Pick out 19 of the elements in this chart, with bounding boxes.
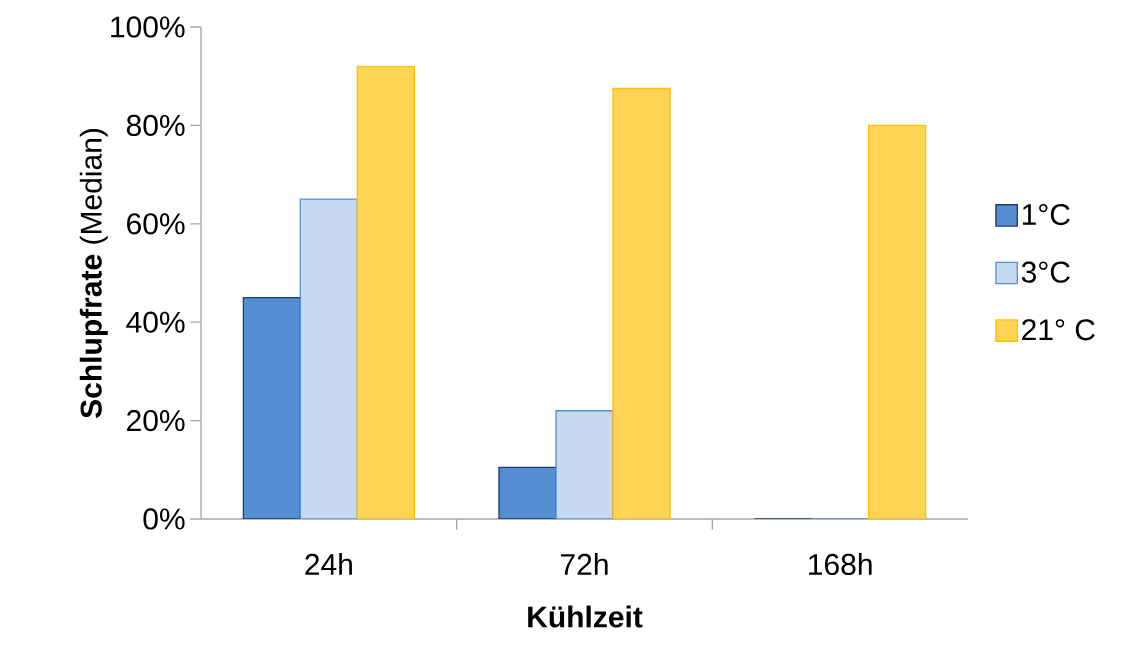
legend-label: 3°C — [1021, 261, 1070, 283]
bar — [356, 65, 415, 519]
x-axis-title: Kühlzeit — [528, 605, 643, 628]
bar — [612, 87, 671, 519]
x-tick-label: 24h — [305, 553, 352, 575]
y-tick-label: 40% — [126, 311, 185, 333]
x-tick-label: 168h — [809, 553, 872, 576]
y-tick-label: 60% — [127, 213, 185, 235]
y-axis-title: Schlupfrate (Median) — [79, 129, 108, 419]
bar — [555, 410, 614, 519]
y-tick-label: 100% — [111, 16, 185, 38]
legend-label: 21° C — [1022, 319, 1095, 341]
y-tick-label: 0% — [143, 508, 185, 530]
y-tick-label: 80% — [126, 114, 185, 137]
y-tick-label: 20% — [127, 409, 185, 432]
bar — [868, 124, 927, 519]
x-tick-label: 72h — [561, 553, 608, 575]
legend-label: 1°C — [1022, 203, 1070, 226]
bar — [299, 198, 359, 519]
